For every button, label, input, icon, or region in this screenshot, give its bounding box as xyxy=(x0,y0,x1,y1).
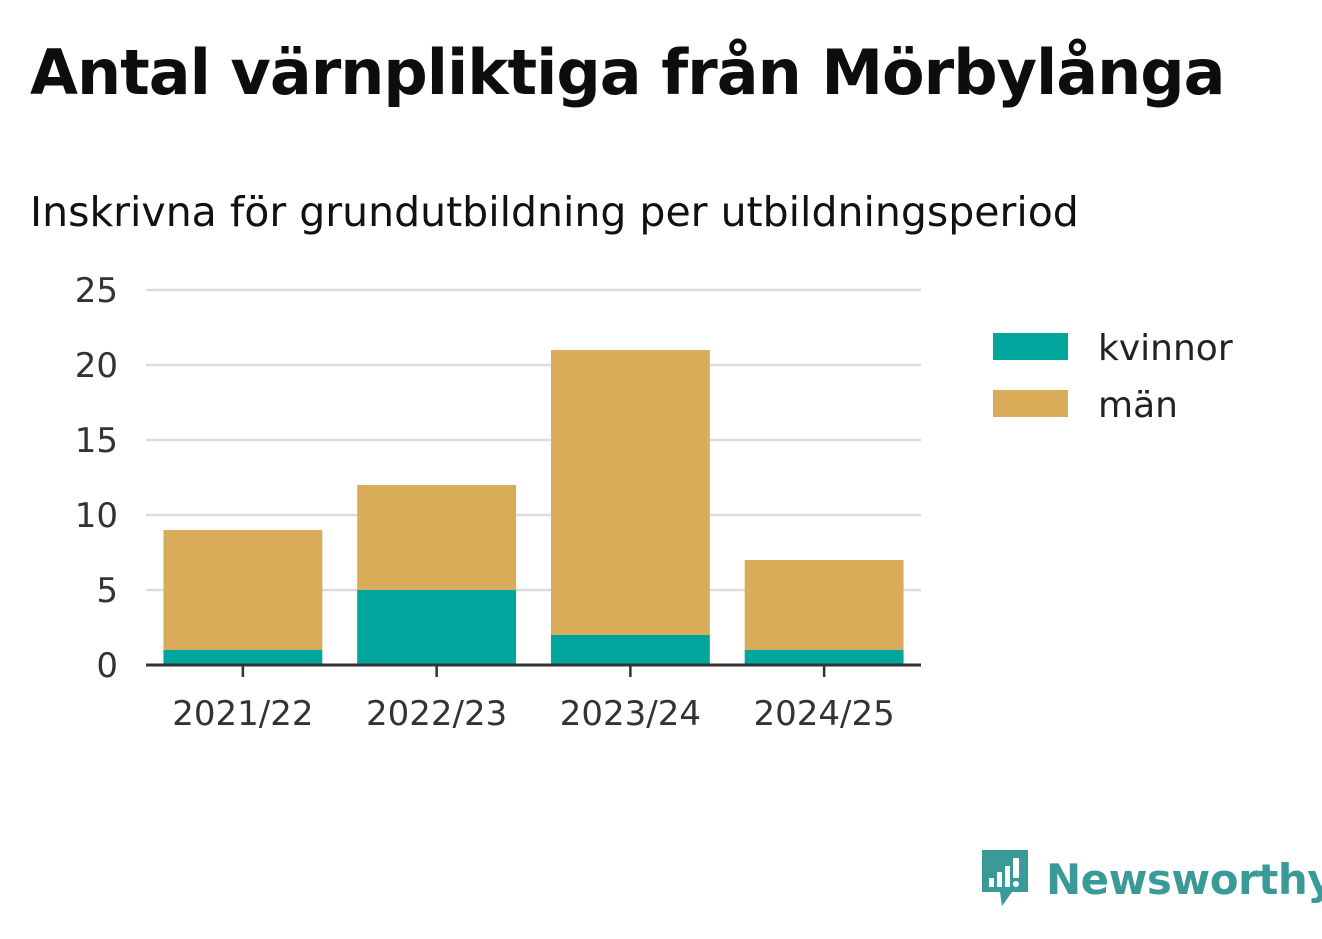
legend-swatch-kvinnor xyxy=(993,333,1068,360)
y-tick-label: 15 xyxy=(75,421,118,461)
x-tick-label: 2023/24 xyxy=(560,694,701,734)
brand: Newsworthy xyxy=(980,848,1322,910)
brand-name: Newsworthy xyxy=(1046,854,1322,904)
newsworthy-logo-icon xyxy=(982,850,1028,906)
y-tick-label: 20 xyxy=(75,346,118,386)
x-tick-label: 2021/22 xyxy=(172,694,313,734)
bar-män-2022-23 xyxy=(357,485,517,590)
x-tick-label: 2022/23 xyxy=(366,694,507,734)
y-tick-label: 10 xyxy=(75,496,118,536)
bar-män-2023-24 xyxy=(550,350,710,635)
axes: 0 5 10 15 20 25 2021/22 2022/23 2023/24 2024/25 xyxy=(75,271,921,734)
y-tick-label: 5 xyxy=(96,571,118,611)
legend-swatch-män xyxy=(993,390,1068,417)
legend-label-män: män xyxy=(1098,385,1178,426)
bars xyxy=(163,350,904,665)
bar-kvinnor-2022-23 xyxy=(357,590,517,665)
bar-män-2024-25 xyxy=(744,560,904,650)
bar-män-2021-22 xyxy=(163,530,323,650)
legend: kvinnor män xyxy=(993,328,1233,426)
chart-subtitle: Inskrivna för grundutbildning per utbild… xyxy=(30,188,1079,236)
bar-kvinnor-2021-22 xyxy=(163,650,323,665)
bar-kvinnor-2024-25 xyxy=(744,650,904,665)
chart-title: Antal värnpliktiga från Mörbylånga xyxy=(30,36,1225,109)
y-tick-label: 0 xyxy=(96,646,118,686)
legend-label-kvinnor: kvinnor xyxy=(1098,328,1233,369)
bar-kvinnor-2023-24 xyxy=(550,635,710,665)
x-tick-label: 2024/25 xyxy=(754,694,895,734)
y-tick-label: 25 xyxy=(75,271,118,311)
